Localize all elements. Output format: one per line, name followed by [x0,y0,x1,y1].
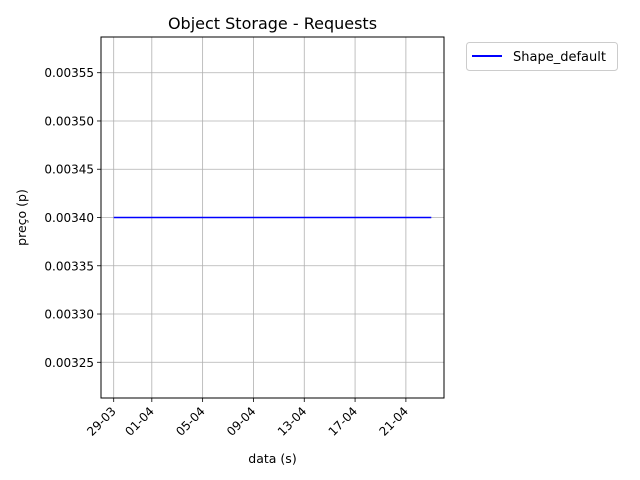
y-tick-label: 0.00330 [44,308,94,322]
legend: Shape_default [466,42,618,71]
x-axis-label: data (s) [248,451,296,466]
y-axis-label: preço (p) [14,189,29,246]
y-tick-label: 0.00350 [44,114,94,128]
y-tick-label: 0.00355 [44,66,94,80]
chart-title: Object Storage - Requests [168,14,377,33]
y-tick-label: 0.00335 [44,259,94,273]
legend-label-shape-default: Shape_default [513,50,606,65]
y-tick-label: 0.00325 [44,356,94,370]
y-tick-label: 0.00340 [44,211,94,225]
y-tick-label: 0.00345 [44,163,94,177]
legend-box [466,42,618,71]
